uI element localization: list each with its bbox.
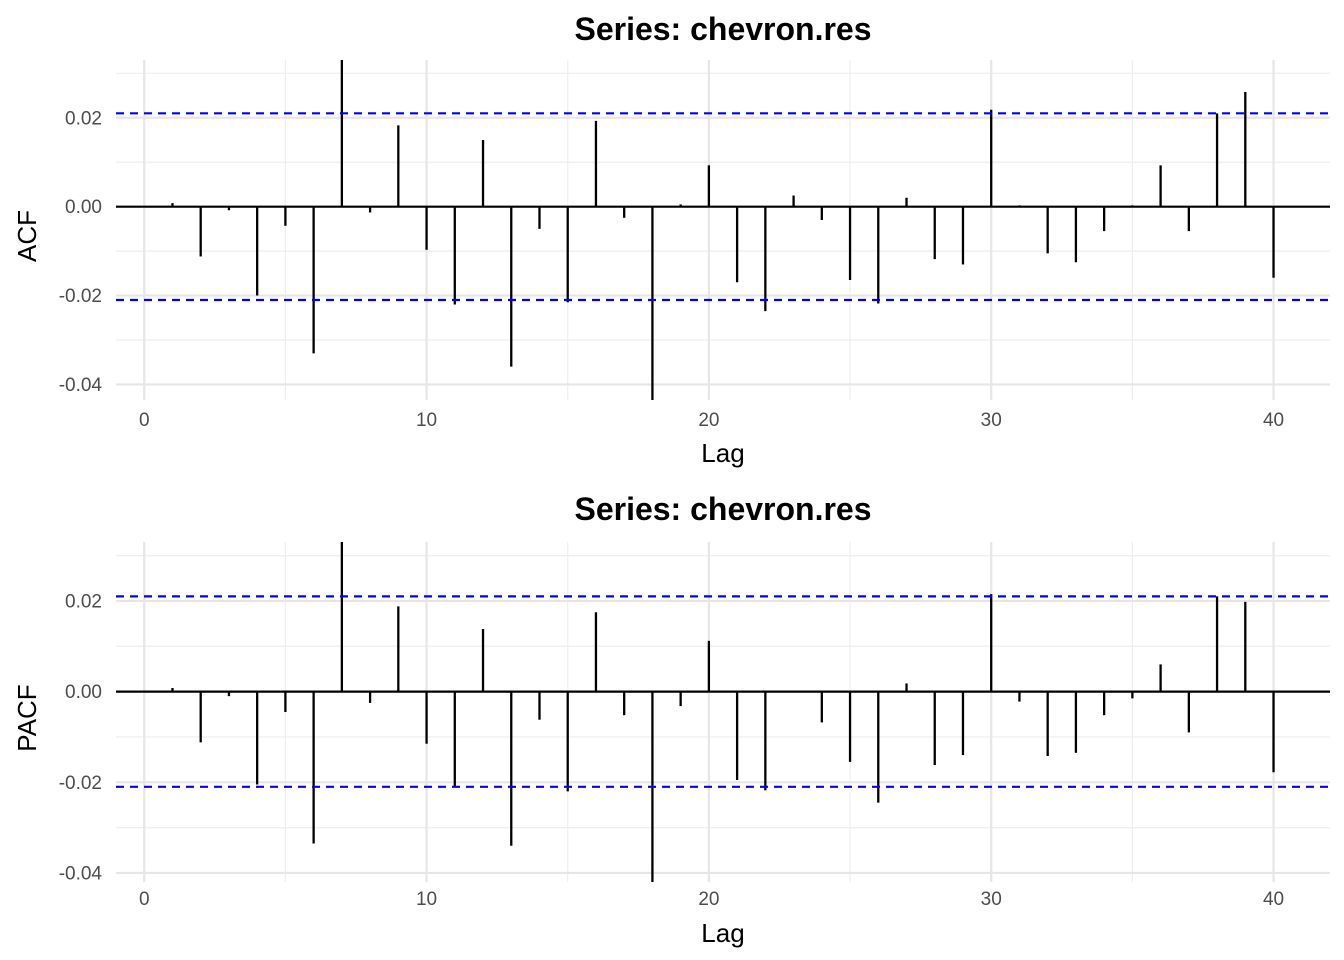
x-tick-label: 10 [416, 889, 437, 910]
y-tick-label: 0.02 [65, 591, 102, 612]
y-tick-label: 0.02 [65, 108, 102, 129]
y-tick-label: 0.00 [65, 682, 102, 703]
y-tick-label: 0.00 [65, 197, 102, 218]
chart-title: Series: chevron.res [574, 11, 871, 47]
x-tick-label: 20 [698, 410, 719, 431]
chart-title: Series: chevron.res [574, 491, 871, 527]
x-tick-label: 30 [981, 889, 1002, 910]
pacf-panel: -0.04 -0.02 0.00 0.02 0 10 20 30 40 Series: chevr… [12, 491, 1330, 948]
x-tick-label: 20 [698, 889, 719, 910]
x-tick-label: 0 [139, 889, 150, 910]
x-axis-title: Lag [701, 918, 744, 948]
y-axis-title: PACF [12, 684, 42, 751]
x-tick-label: 0 [139, 410, 150, 431]
x-tick-label: 40 [1263, 410, 1284, 431]
y-axis-title: ACF [12, 210, 42, 262]
y-tick-label: -0.02 [59, 286, 102, 307]
x-tick-label: 10 [416, 410, 437, 431]
y-tick-label: -0.02 [59, 773, 102, 794]
y-tick-label: -0.04 [59, 375, 103, 396]
y-tick-label: -0.04 [59, 863, 103, 884]
acf-panel: -0.04 -0.02 0.00 0.02 0 10 20 30 40 Series: chevr… [12, 11, 1330, 468]
x-tick-label: 40 [1263, 889, 1284, 910]
x-tick-label: 30 [981, 410, 1002, 431]
x-axis-title: Lag [701, 438, 744, 468]
